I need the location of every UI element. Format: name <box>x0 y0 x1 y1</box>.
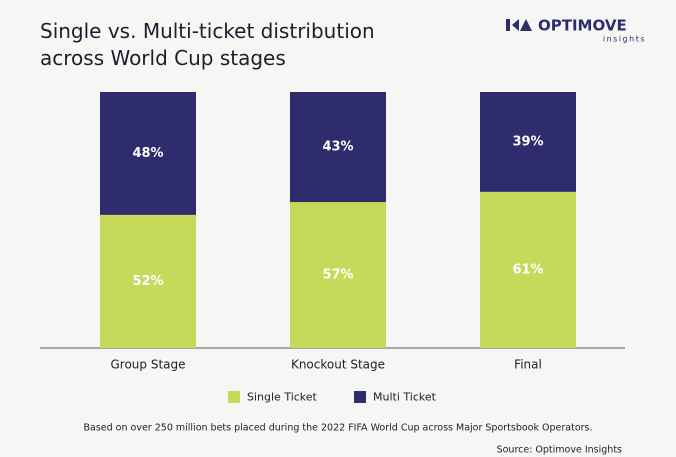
bar-segment <box>290 202 386 348</box>
legend-swatch <box>354 391 366 403</box>
bar-segment <box>100 92 196 215</box>
value-label: 57% <box>322 268 353 283</box>
chart-title: Single vs. Multi-ticket distribution acr… <box>40 19 375 70</box>
source: Source: Optimove Insights <box>497 445 622 456</box>
bar-segment <box>480 191 576 348</box>
value-label: 52% <box>132 274 163 289</box>
value-label: 39% <box>512 134 543 149</box>
x-tick-label: Final <box>514 358 542 372</box>
x-tick-label: Group Stage <box>110 358 185 372</box>
legend-swatch <box>228 391 240 403</box>
brand-sub: insights <box>603 35 646 44</box>
value-label: 61% <box>512 262 543 277</box>
note: Based on over 250 million bets placed du… <box>83 423 592 434</box>
bar-segment <box>480 92 576 192</box>
x-tick-label: Knockout Stage <box>291 358 385 372</box>
bar-segment <box>290 92 386 203</box>
value-label: 48% <box>132 146 163 161</box>
brand: OPTIMOVE <box>538 17 627 35</box>
bar-segment <box>100 214 196 348</box>
legend-label: Multi Ticket <box>373 391 437 404</box>
value-label: 43% <box>322 140 353 155</box>
legend-label: Single Ticket <box>247 391 318 404</box>
logo-icon <box>506 19 532 31</box>
